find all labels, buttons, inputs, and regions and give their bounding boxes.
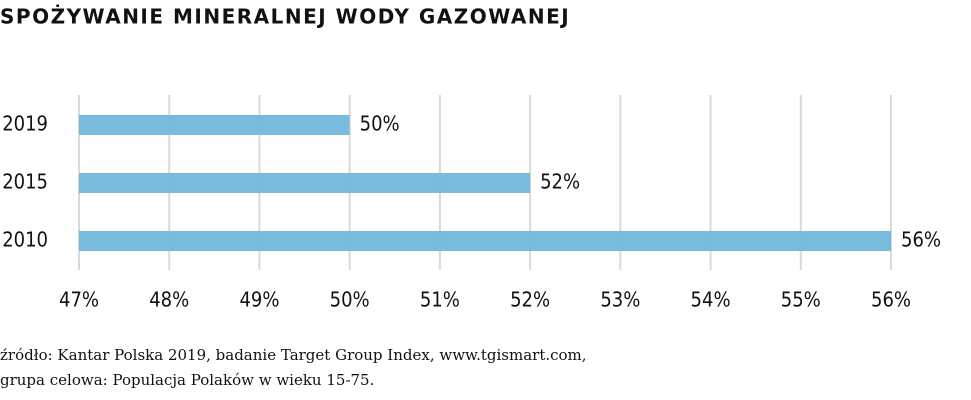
bar	[79, 173, 531, 193]
x-tick-label: 55%	[781, 288, 821, 312]
bar	[79, 231, 891, 251]
x-tick-label: 48%	[149, 288, 189, 312]
source-note: grupa celowa: Populacja Polaków w wieku …	[0, 371, 374, 389]
x-tick-label: 54%	[691, 288, 731, 312]
y-tick-label: 2019	[2, 112, 48, 136]
chart-title: SPOŻYWANIE MINERALNEJ WODY GAZOWANEJ	[0, 5, 570, 29]
x-tick-label: 52%	[510, 288, 550, 312]
bar	[79, 115, 350, 135]
x-tick-label: 47%	[59, 288, 99, 312]
value-label: 52%	[540, 170, 580, 194]
value-label: 56%	[901, 228, 941, 252]
y-tick-label: 2010	[2, 228, 48, 252]
x-tick-label: 49%	[239, 288, 279, 312]
x-tick-label: 50%	[330, 288, 370, 312]
source-note: źródło: Kantar Polska 2019, badanie Targ…	[0, 346, 587, 364]
x-tick-label: 56%	[871, 288, 911, 312]
y-tick-label: 2015	[2, 170, 48, 194]
x-tick-label: 51%	[420, 288, 460, 312]
value-label: 50%	[360, 112, 400, 136]
x-tick-label: 53%	[600, 288, 640, 312]
